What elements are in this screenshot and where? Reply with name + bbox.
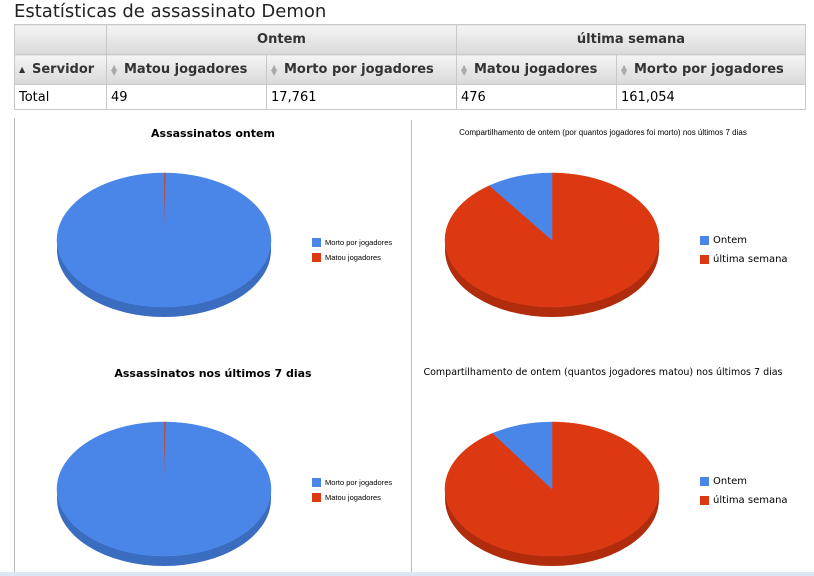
table-cell: 17,761 <box>266 84 457 110</box>
pie-slice-morto-por-jogadores[interactable] <box>56 172 272 308</box>
legend-swatch-blue <box>700 236 709 245</box>
table-cell: Total <box>14 84 107 110</box>
chart-title: Compartilhamento de ontem (por quantos j… <box>459 128 747 137</box>
legend-label: última semana <box>713 254 788 265</box>
col-header-matou-semana[interactable]: ▲ ▼ Matou jogadores <box>456 54 617 85</box>
legend-label: Ontem <box>713 235 748 246</box>
sort-up-icon: ▲ <box>19 65 26 74</box>
pie-slice-ontem[interactable] <box>489 172 553 241</box>
col-header-matou-ontem[interactable]: ▲ ▼ Matou jogadores <box>106 54 267 85</box>
legend-swatch-red <box>312 253 321 262</box>
col-header-morto-ontem[interactable]: ▲ ▼ Morto por jogadores <box>266 54 457 85</box>
sort-icon: ▲ ▼ <box>111 62 118 77</box>
chart-legend: Ontem última semana <box>700 235 788 273</box>
legend-item: Matou jogadores <box>312 493 392 502</box>
col-header-label: Morto por jogadores <box>284 62 434 77</box>
sort-icon: ▲ ▼ <box>461 62 468 77</box>
legend-item: última semana <box>700 254 788 265</box>
stats-table: Ontem última semana ▲ Servidor ▲ ▼ Matou jo… <box>14 24 806 110</box>
col-header-label: Morto por jogadores <box>634 62 784 77</box>
table-cell: 476 <box>456 84 617 110</box>
table-row: Total 49 17,761 476 161,054 <box>14 84 806 110</box>
table-column-header: ▲ Servidor ▲ ▼ Matou jogadores ▲ ▼ Morto por … <box>14 54 806 85</box>
legend-label: Morto por jogadores <box>325 238 393 247</box>
col-header-servidor[interactable]: ▲ Servidor <box>14 54 107 85</box>
table-group-header: Ontem última semana <box>14 24 806 55</box>
sort-icon: ▲ ▼ <box>271 62 278 77</box>
legend-item: Ontem <box>700 235 788 246</box>
table-cell: 49 <box>106 84 267 110</box>
charts-panel <box>14 118 814 576</box>
charts-divider <box>411 120 412 576</box>
pie-slice-ontem[interactable] <box>492 421 553 490</box>
legend-swatch-blue <box>700 477 709 486</box>
page-title: Estatísticas de assassinato Demon <box>14 1 327 22</box>
legend-swatch-red <box>700 255 709 264</box>
sort-icon: ▲ ▼ <box>621 62 628 77</box>
pie-slice-morto-por-jogadores[interactable] <box>56 421 272 557</box>
legend-item: Morto por jogadores <box>312 238 392 247</box>
col-header-label: Servidor <box>32 62 95 77</box>
legend-item: Ontem <box>700 476 788 487</box>
col-header-label: Matou jogadores <box>474 62 598 77</box>
legend-label: Matou jogadores <box>325 493 381 502</box>
legend-label: Morto por jogadores <box>325 478 393 487</box>
table-cell: 161,054 <box>616 84 806 110</box>
chart-title: Assassinatos ontem <box>151 127 275 140</box>
chart-legend: Morto por jogadores Matou jogadores <box>312 478 392 508</box>
chart-legend: Morto por jogadores Matou jogadores <box>312 238 392 268</box>
legend-item: última semana <box>700 495 788 506</box>
legend-item: Matou jogadores <box>312 253 392 262</box>
legend-label: Ontem <box>713 476 748 487</box>
chart-title: Assassinatos nos últimos 7 dias <box>114 367 312 380</box>
col-header-morto-semana[interactable]: ▲ ▼ Morto por jogadores <box>616 54 806 85</box>
bottom-scrollbar[interactable] <box>0 572 814 576</box>
legend-label: Matou jogadores <box>325 253 381 262</box>
chart-legend: Ontem última semana <box>700 476 788 514</box>
legend-swatch-blue <box>312 238 321 247</box>
legend-swatch-blue <box>312 478 321 487</box>
col-header-label: Matou jogadores <box>124 62 248 77</box>
chart-title: Compartilhamento de ontem (quantos jogad… <box>423 367 783 378</box>
pie-slice-última-semana[interactable] <box>444 172 660 308</box>
legend-item: Morto por jogadores <box>312 478 392 487</box>
legend-swatch-red <box>700 496 709 505</box>
legend-swatch-red <box>312 493 321 502</box>
legend-label: última semana <box>713 495 788 506</box>
